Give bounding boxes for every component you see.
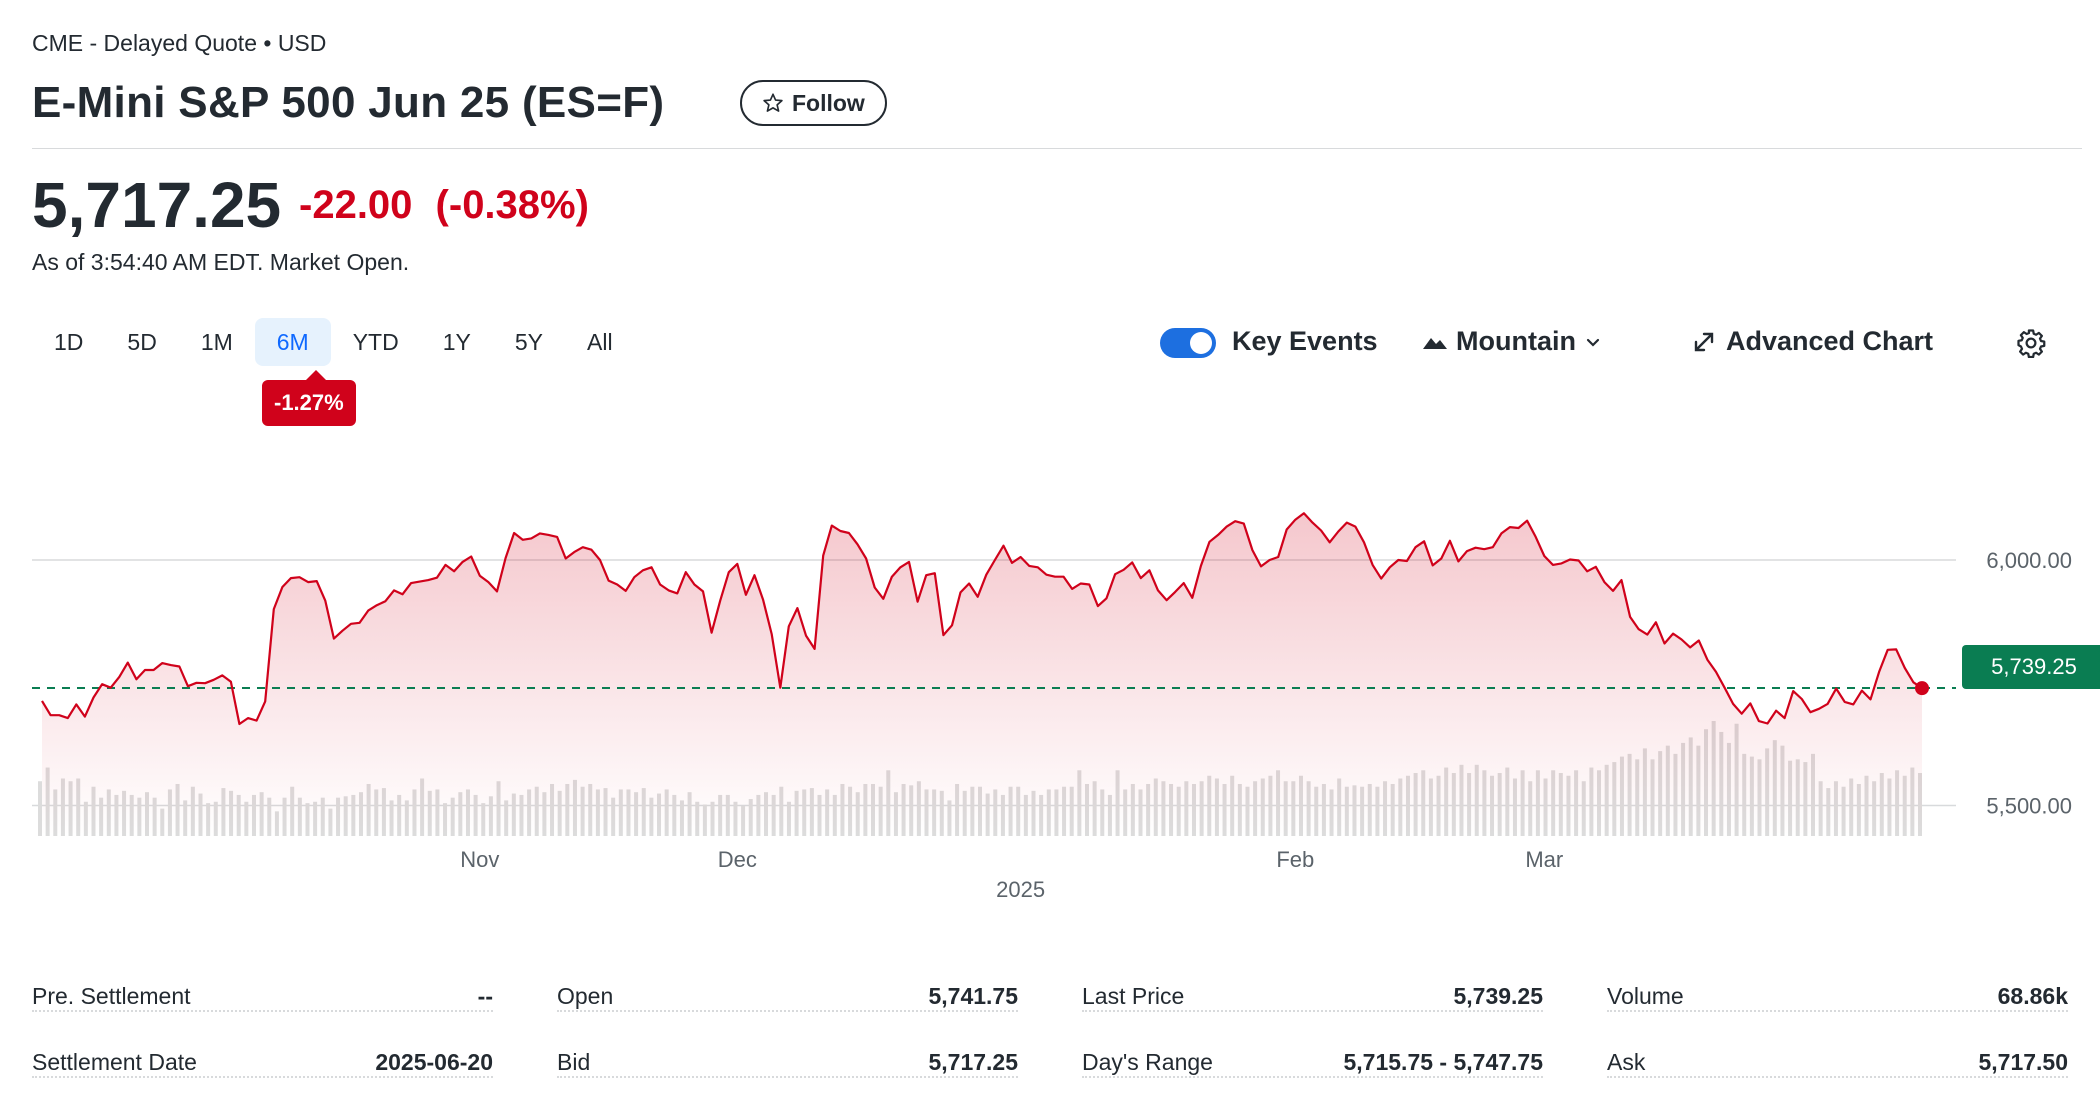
stat-ask: Ask 5,717.50 (1607, 1036, 2068, 1078)
tab-1m[interactable]: 1M (200, 329, 233, 355)
price-line (41, 512, 1923, 726)
y-tick-label: 6,000.00 (1986, 548, 2072, 573)
stat-pre-settlement: Pre. Settlement -- (32, 970, 493, 1012)
tab-6m[interactable]: 6M (254, 318, 331, 366)
expand-icon (1694, 332, 1714, 351)
stat-value: -- (477, 983, 493, 1009)
price-change-percent: (-0.38%) (435, 183, 589, 227)
tab-all[interactable]: All (587, 329, 613, 355)
x-year-label: 2025 (996, 877, 1045, 902)
tab-ytd[interactable]: YTD (352, 329, 399, 355)
x-tick-label: Dec (718, 847, 757, 872)
current-price: 5,717.25 (32, 169, 282, 241)
price-area (42, 513, 1922, 836)
stat-label: Ask (1607, 1049, 1646, 1075)
page-title: E-Mini S&P 500 Jun 25 (ES=F) (32, 78, 665, 127)
stat-label: Day's Range (1082, 1049, 1213, 1075)
x-tick-label: Feb (1276, 847, 1314, 872)
gear-icon[interactable] (2016, 328, 2046, 358)
chart-type-label: Mountain (1456, 326, 1576, 356)
price-change: -22.00 (-0.38%) (299, 183, 589, 228)
star-icon (763, 93, 783, 112)
quote-summary: Pre. Settlement -- Open 5,741.75 Last Pric… (32, 970, 2068, 1102)
advanced-chart-button[interactable]: Advanced Chart (1692, 326, 1933, 357)
tab-1d[interactable]: 1D (54, 329, 84, 355)
stat-days-range: Day's Range 5,715.75 - 5,747.75 (1082, 1036, 1543, 1078)
tab-5y[interactable]: 5Y (514, 329, 543, 355)
key-events-label: Key Events (1232, 326, 1378, 356)
stat-value: 5,741.75 (928, 983, 1018, 1009)
header-divider (32, 148, 2082, 149)
stat-label: Bid (557, 1049, 591, 1075)
range-tabs: 1D 5D 1M 6M YTD 1Y 5Y All (32, 318, 635, 366)
stat-open: Open 5,741.75 (557, 970, 1018, 1012)
stat-value: 5,717.25 (928, 1049, 1018, 1075)
key-events-toggle[interactable] (1160, 328, 1216, 358)
mountain-icon (1423, 337, 1447, 349)
stat-label: Last Price (1082, 983, 1185, 1009)
chart-type-dropdown[interactable]: Mountain (1422, 326, 1602, 357)
x-tick-label: Nov (460, 847, 499, 872)
advanced-chart-label: Advanced Chart (1726, 326, 1934, 356)
last-price-dot (1915, 681, 1929, 696)
quote-source: CME - Delayed Quote • USD (32, 30, 327, 56)
stat-bid: Bid 5,717.25 (557, 1036, 1018, 1078)
last-price-tag: 5,739.25 (1962, 645, 2100, 689)
follow-button[interactable]: Follow (740, 80, 887, 126)
stat-value: 5,715.75 - 5,747.75 (1343, 1049, 1544, 1075)
stat-value: 5,717.50 (1978, 1049, 2068, 1075)
follow-label: Follow (792, 89, 865, 116)
y-tick-label: 5,500.00 (1986, 794, 2072, 819)
stat-value: 5,739.25 (1453, 983, 1543, 1009)
stat-label: Open (557, 983, 614, 1009)
stat-volume: Volume 68.86k (1607, 970, 2068, 1012)
volume-bar (38, 781, 42, 836)
toggle-knob (1190, 332, 1212, 354)
quote-timestamp: As of 3:54:40 AM EDT. Market Open. (32, 249, 410, 275)
stat-label: Volume (1607, 983, 1684, 1009)
price-change-value: -22.00 (299, 183, 413, 227)
tab-1y[interactable]: 1Y (442, 329, 471, 355)
range-change-badge: -1.27% (262, 370, 356, 426)
price-chart[interactable]: 6,000.00 5,500.00 Nov Dec Feb Mar 2025 (0, 400, 2100, 910)
chevron-down-icon (1586, 338, 1600, 347)
stat-settlement-date: Settlement Date 2025-06-20 (32, 1036, 493, 1078)
stat-value: 2025-06-20 (375, 1049, 493, 1075)
stat-last-price: Last Price 5,739.25 (1082, 970, 1543, 1012)
stat-label: Pre. Settlement (32, 983, 191, 1009)
stat-value: 68.86k (1997, 983, 2068, 1009)
stat-label: Settlement Date (32, 1049, 197, 1075)
tab-5d[interactable]: 5D (127, 329, 157, 355)
x-tick-label: Mar (1525, 847, 1563, 872)
